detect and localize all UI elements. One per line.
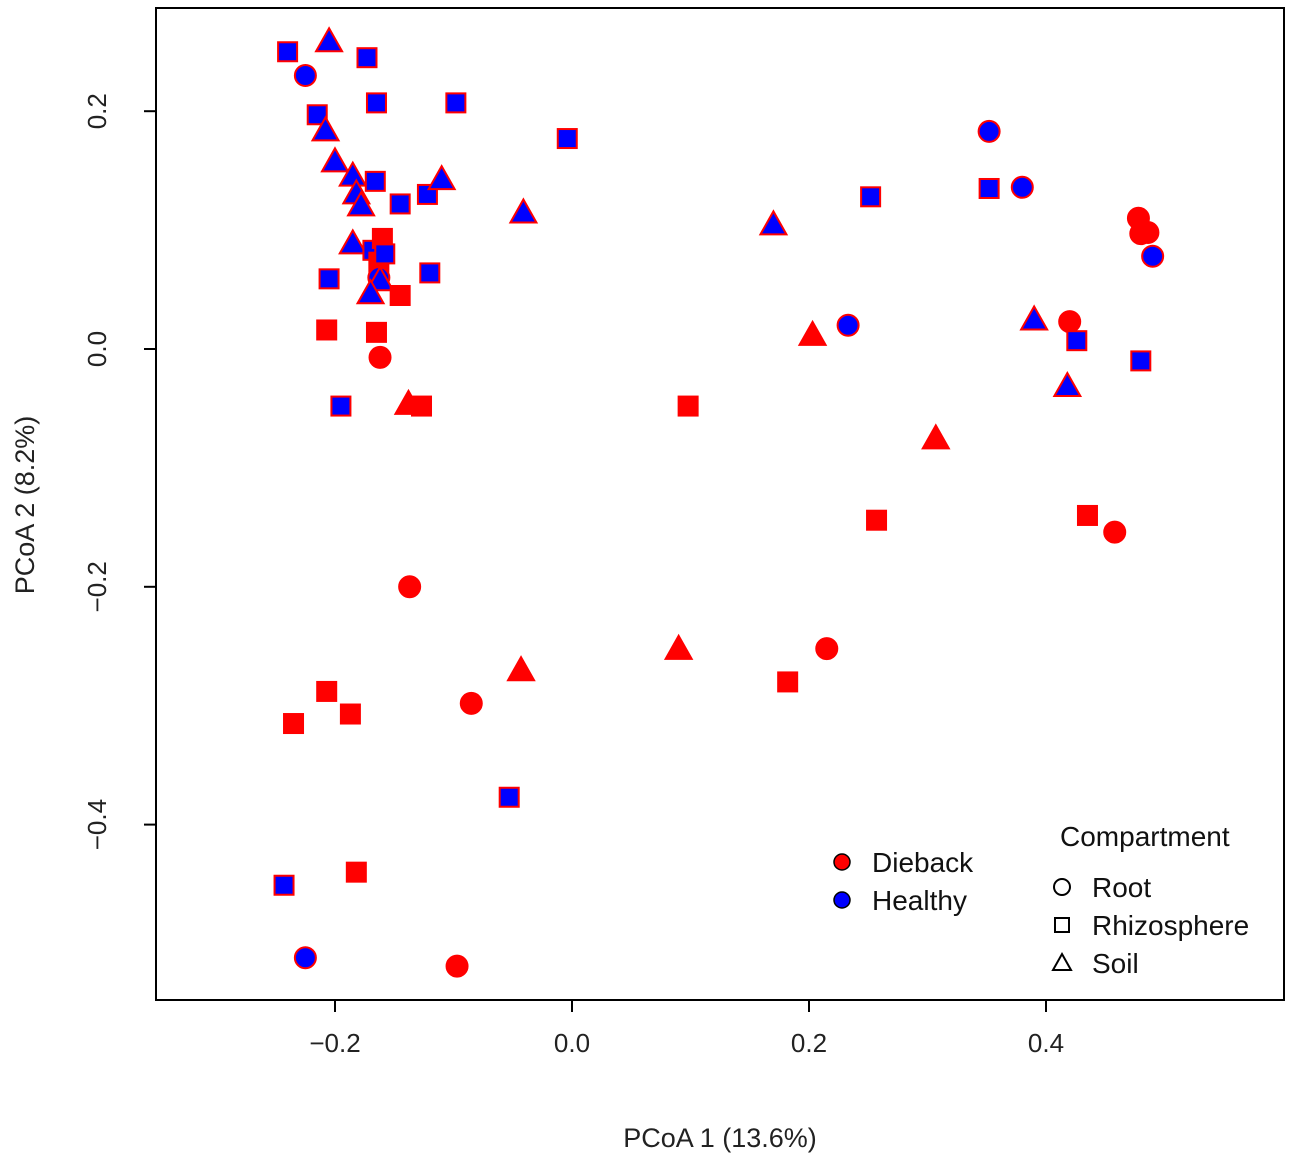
point-dieback-soil	[797, 319, 828, 346]
point-healthy-rhizosphere	[1066, 330, 1088, 352]
y-tick-label: 0.2	[82, 93, 112, 129]
point-healthy-soil	[1019, 304, 1049, 331]
data-points	[273, 26, 1165, 978]
legend-root-label: Root	[1092, 872, 1151, 903]
point-healthy-soil	[338, 228, 368, 255]
point-dieback-root	[445, 954, 469, 978]
point-dieback-rhizosphere	[365, 321, 387, 343]
point-dieback-soil	[506, 655, 536, 682]
point-dieback-root	[815, 637, 839, 661]
point-healthy-rhizosphere	[277, 41, 299, 63]
point-healthy-rhizosphere	[978, 177, 1000, 199]
point-healthy-soil	[758, 209, 789, 236]
legend-healthy-marker	[833, 891, 851, 909]
point-dieback-rhizosphere	[316, 319, 338, 341]
x-tick-label: −0.2	[309, 1028, 360, 1058]
point-dieback-soil	[663, 633, 694, 660]
point-healthy-rhizosphere	[374, 243, 396, 265]
point-healthy-rhizosphere	[356, 47, 378, 69]
point-dieback-root	[368, 345, 392, 369]
point-healthy-soil	[355, 278, 386, 305]
point-dieback-rhizosphere	[677, 395, 699, 417]
plot-frame	[155, 7, 1285, 1001]
point-dieback-root	[459, 691, 483, 715]
point-healthy-soil	[1052, 371, 1083, 398]
x-tick-label: 0.0	[554, 1028, 590, 1058]
point-healthy-root	[836, 313, 860, 337]
legend-dieback-label: Dieback	[872, 847, 974, 878]
point-healthy-rhizosphere	[318, 268, 340, 290]
point-dieback-rhizosphere	[345, 861, 367, 883]
x-tick-label: 0.2	[791, 1028, 827, 1058]
point-dieback-root	[1136, 220, 1160, 244]
point-healthy-root	[1010, 175, 1034, 199]
point-dieback-root	[1058, 310, 1082, 334]
point-dieback-rhizosphere	[1076, 504, 1098, 526]
point-dieback-soil	[921, 423, 951, 450]
x-axis-title: PCoA 1 (13.6%)	[623, 1123, 817, 1153]
x-tick-label: 0.4	[1028, 1028, 1064, 1058]
legend-soil-label: Soil	[1092, 948, 1139, 979]
legend-compartment: Compartment Root Rhizosphere Soil	[1051, 821, 1249, 979]
point-healthy-soil	[508, 197, 539, 224]
legend-root-marker	[1053, 878, 1071, 896]
legend-status: Dieback Healthy	[833, 847, 974, 916]
legend-rhizosphere-marker	[1054, 917, 1070, 933]
point-dieback-rhizosphere	[777, 671, 799, 693]
point-healthy-rhizosphere	[1130, 350, 1152, 372]
axes: −0.2 0.0 0.2 0.4 −0.4 −0.2 0.0 0.2	[82, 93, 1064, 1058]
point-dieback-rhizosphere	[866, 509, 888, 531]
point-healthy-soil	[320, 146, 350, 173]
point-dieback-rhizosphere	[316, 680, 338, 702]
point-healthy-rhizosphere	[445, 92, 467, 114]
point-healthy-rhizosphere	[306, 104, 328, 126]
point-dieback-root	[398, 575, 422, 599]
point-healthy-rhizosphere	[273, 874, 295, 896]
point-dieback-rhizosphere	[411, 395, 433, 417]
point-healthy-rhizosphere	[389, 193, 411, 215]
point-healthy-rhizosphere	[419, 262, 441, 284]
point-healthy-root	[293, 946, 317, 970]
legend-healthy-label: Healthy	[872, 885, 967, 916]
legend-rhizosphere-label: Rhizosphere	[1092, 910, 1249, 941]
point-healthy-soil	[310, 115, 341, 142]
point-healthy-rhizosphere	[330, 395, 352, 417]
point-healthy-rhizosphere	[365, 92, 387, 114]
point-dieback-rhizosphere	[389, 284, 411, 306]
point-healthy-root	[1141, 244, 1165, 268]
point-dieback-rhizosphere	[339, 703, 361, 725]
point-healthy-rhizosphere	[498, 786, 520, 808]
legend-compartment-title: Compartment	[1060, 821, 1230, 852]
point-healthy-root	[293, 64, 317, 88]
y-tick-label: 0.0	[82, 331, 112, 367]
point-healthy-soil	[426, 164, 457, 191]
y-axis-title: PCoA 2 (8.2%)	[10, 416, 40, 595]
point-healthy-soil	[314, 26, 344, 53]
point-healthy-rhizosphere	[556, 128, 578, 150]
point-healthy-rhizosphere	[364, 170, 386, 192]
point-healthy-root	[977, 119, 1001, 143]
point-dieback-root	[1103, 520, 1127, 544]
legend-dieback-marker	[833, 853, 851, 871]
point-dieback-rhizosphere	[283, 713, 305, 735]
y-tick-label: −0.2	[82, 561, 112, 612]
y-tick-label: −0.4	[82, 799, 112, 850]
legend-soil-marker	[1051, 951, 1073, 971]
point-healthy-soil	[346, 190, 376, 217]
point-healthy-rhizosphere	[860, 186, 882, 208]
